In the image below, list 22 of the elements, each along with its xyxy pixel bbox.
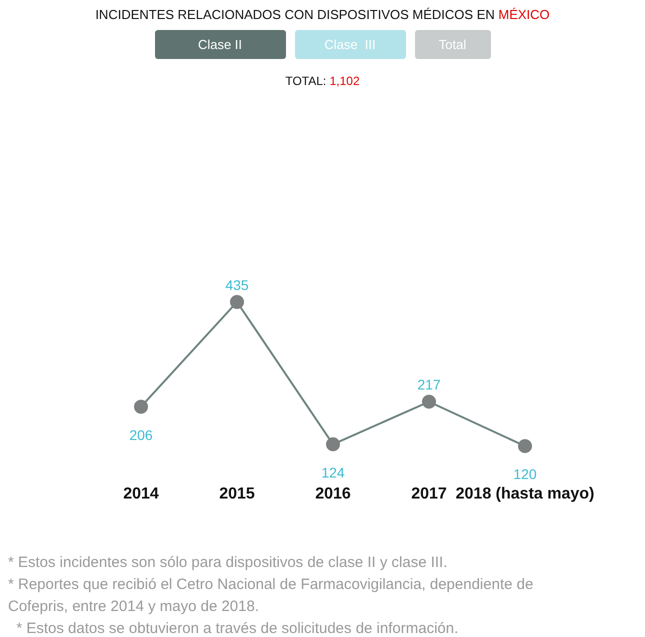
text: * Estos incidentes son sólo para dispositivos de clase II y clase III. — [8, 553, 448, 573]
x-tick-label: 2015 — [219, 485, 255, 502]
point — [230, 295, 244, 309]
toggle-button: Clase III — [294, 30, 406, 59]
point — [518, 439, 532, 454]
text: * Estos datos se obtuvieron a través de solicitudes de información. — [15, 619, 460, 637]
point — [422, 394, 436, 409]
x-tick-label: 2018 (hasta mayo) — [456, 485, 594, 502]
data-label: 217 — [417, 376, 441, 393]
x-tick-label: 2014 — [123, 485, 159, 502]
data-label: 124 — [321, 464, 345, 480]
toggle-button: Clase II — [154, 30, 286, 59]
x-tick-label: 2016 — [315, 485, 351, 502]
data-label: 206 — [129, 426, 153, 443]
point — [326, 437, 340, 452]
data-label: 435 — [225, 277, 249, 293]
x-tick-label: 2017 — [411, 485, 447, 502]
chart-subtitle: TOTAL: 1,102 — [284, 74, 361, 90]
chart-title: INCIDENTES RELACIONADOS CON DISPOSITIVOS MÉDICOS EN MÉXICO — [94, 7, 551, 24]
data-label: 120 — [513, 466, 537, 482]
point — [134, 400, 148, 414]
text: * Reportes que recibió el Cetro Nacional de Farmacovigilancia, dependiente de Cofepris, entre 2014 y mayo de 2018. — [8, 575, 534, 617]
